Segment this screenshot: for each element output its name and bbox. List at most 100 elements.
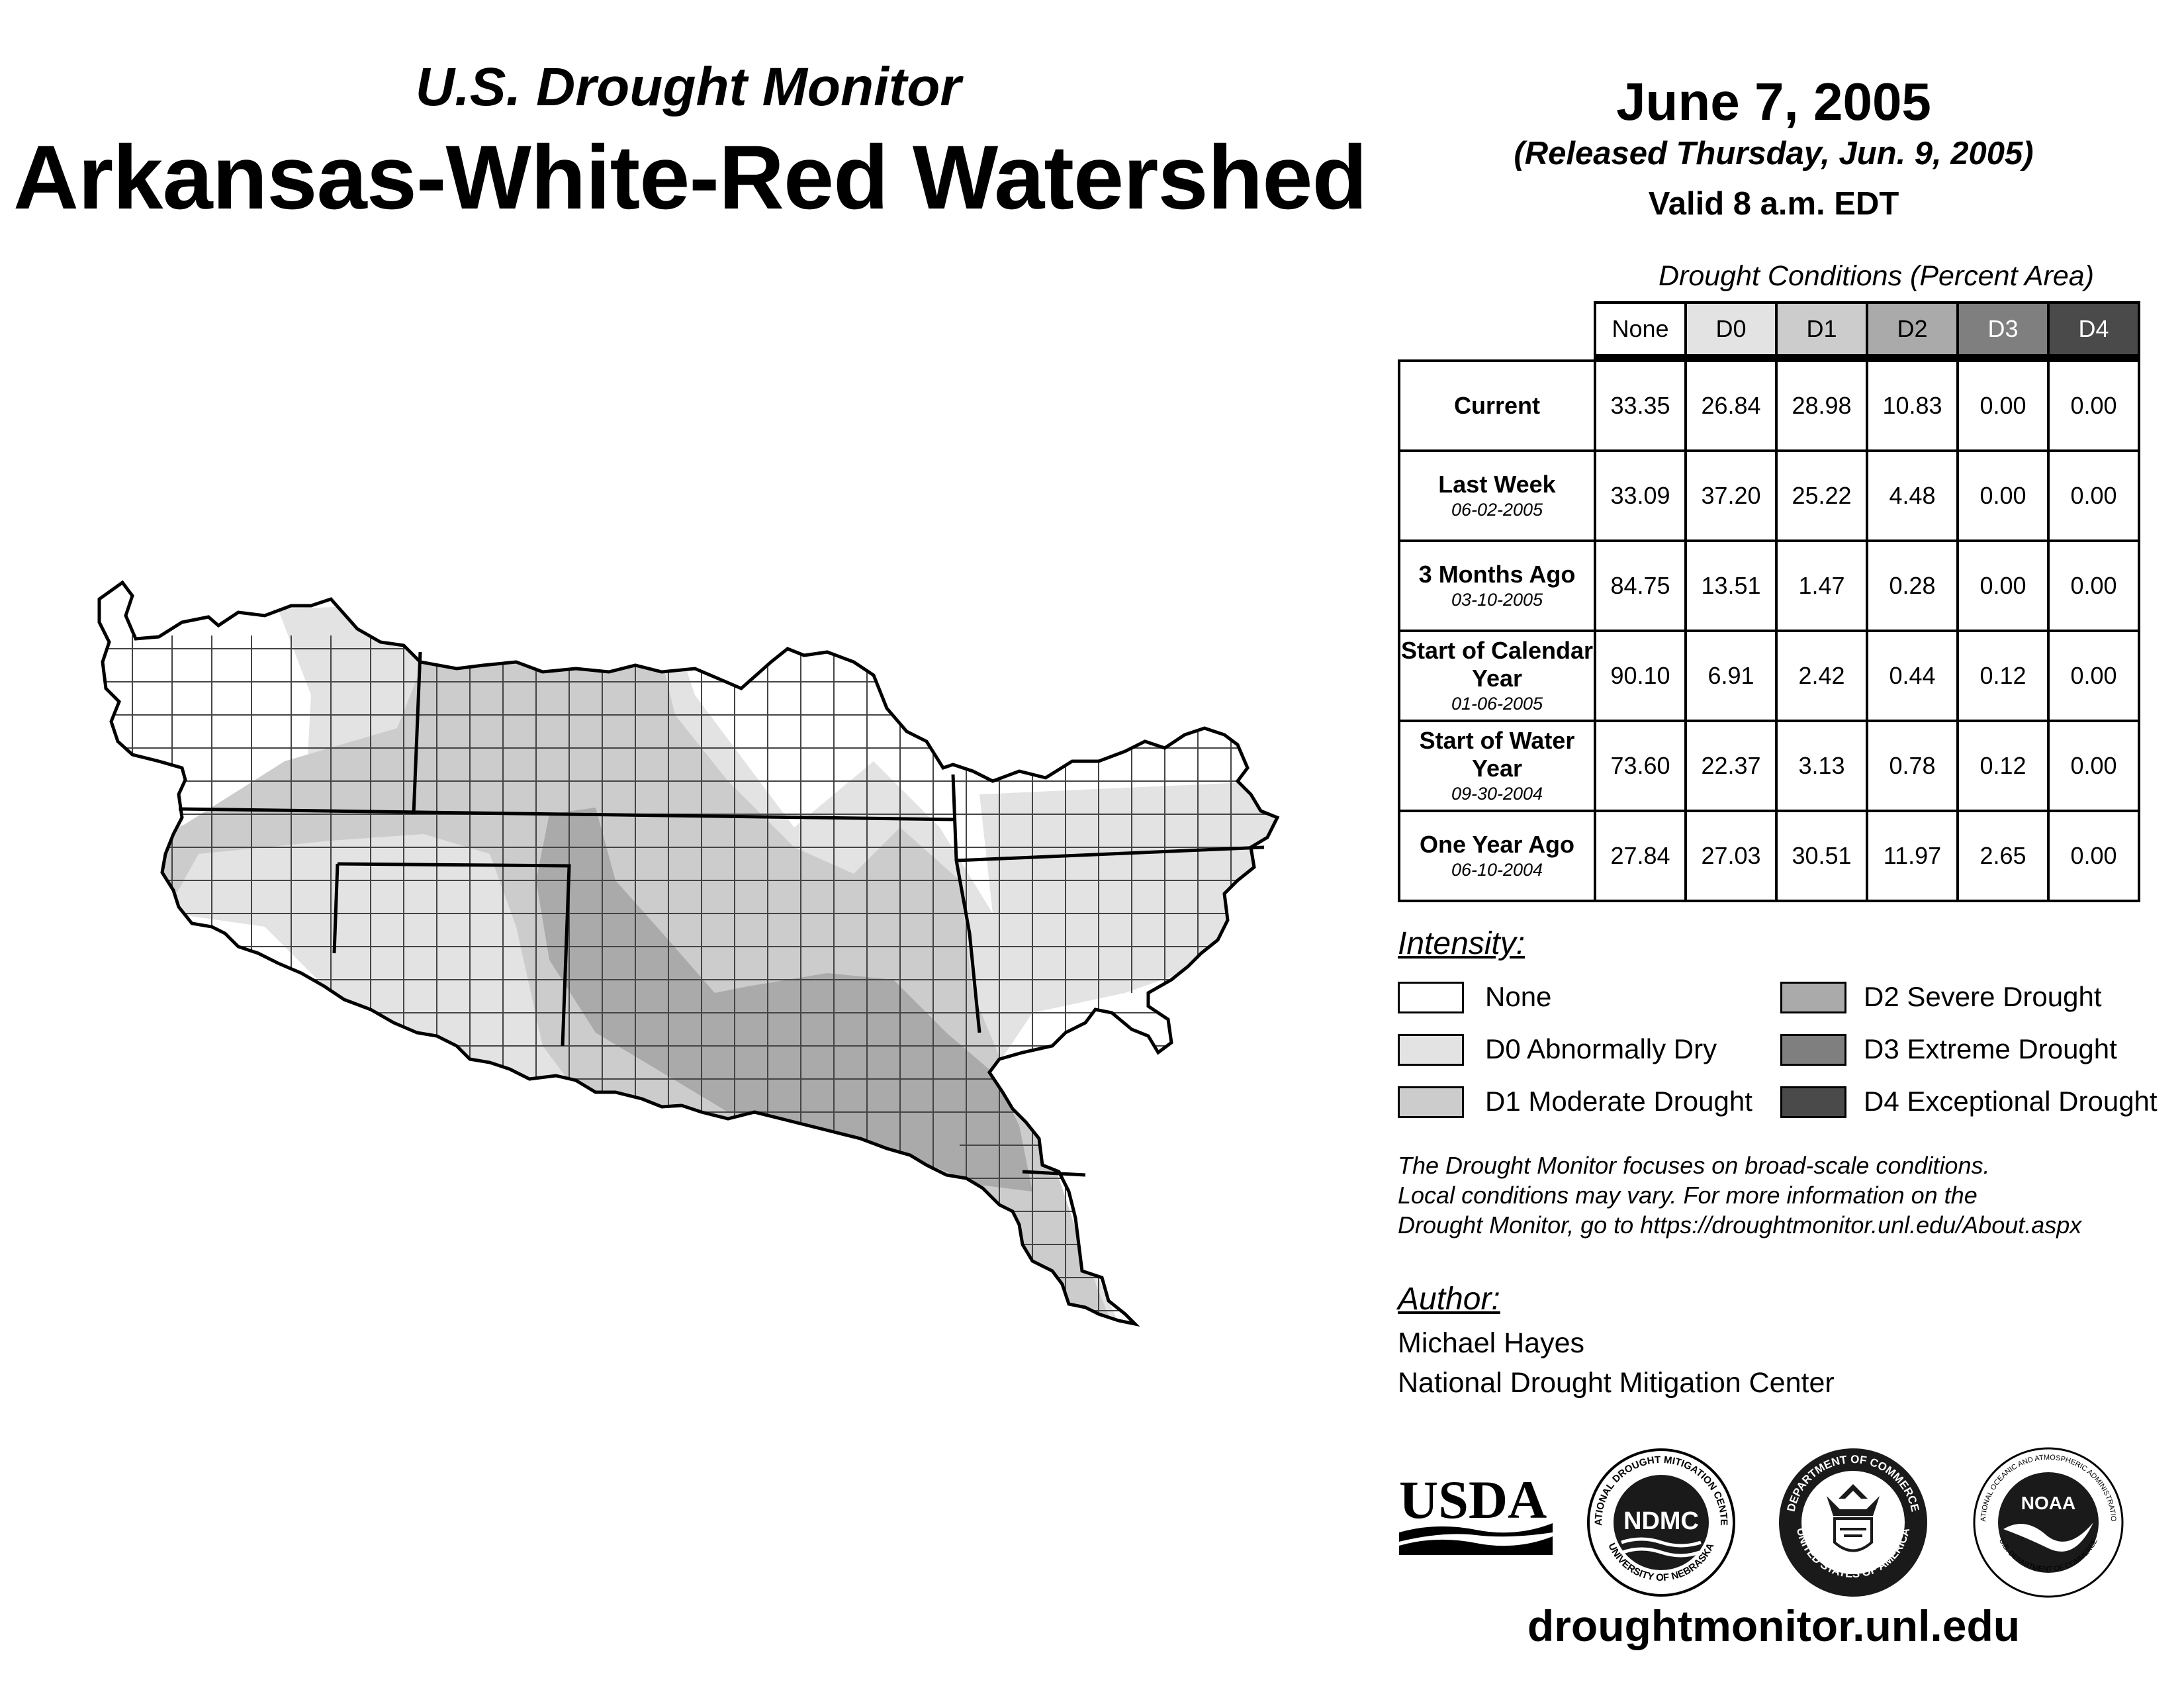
row-date: 06-02-2005 [1451,500,1543,520]
table-cell: 73.60 [1594,720,1687,812]
table-cell: 4.48 [1866,449,1959,542]
usda-logo-text: USDA [1399,1470,1547,1530]
co-ks-border [412,651,422,815]
ok-panhandle-border [337,862,571,1047]
table-cell: 0.12 [1956,720,2050,812]
legend-swatch-none [1398,982,1464,1013]
author-organization: National Drought Mitigation Center [1398,1367,1835,1399]
table-cell: 0.00 [2047,720,2140,812]
table-cell: 0.00 [1956,449,2050,542]
ar-la-border [1022,1170,1086,1177]
row-label: Current [1398,359,1596,452]
ks-mo-ok-border [951,774,981,1033]
map-title: Arkansas-White-Red Watershed [13,127,1367,228]
usda-logo: USDA [1399,1470,1553,1555]
legend-title: Intensity: [1398,926,1525,961]
ndmc-logo: NATIONAL DROUGHT MITIGATION CENTER UNIVE… [1582,1443,1735,1597]
row-label: One Year Ago 06-10-2004 [1398,810,1596,902]
table-cell: 84.75 [1594,539,1687,632]
table-cell: 22.37 [1684,720,1778,812]
table-cell: 30.51 [1775,810,1868,902]
row-date: 06-10-2004 [1451,860,1543,880]
legend-label-d4: D4 Exceptional Drought [1864,1086,2158,1117]
ks-southern-border [178,807,957,821]
row-label-text: 3 Months Ago [1418,561,1576,588]
table-cell: 0.00 [2047,630,2140,722]
table-cell: 0.12 [1956,630,2050,722]
table-row: Current 33.35 26.84 28.98 10.83 0.00 0.0… [1398,359,2140,452]
map-subtitle: U.S. Drought Monitor [415,57,962,117]
table-caption: Drought Conditions (Percent Area) [1658,260,2095,292]
row-label-text: Start of Calendar Year [1400,637,1594,692]
legend-label-d3: D3 Extreme Drought [1864,1033,2117,1064]
legend-swatch-d4 [1780,1086,1846,1118]
department-of-commerce-seal: DEPARTMENT OF COMMERCE UNITED STATES OF … [1779,1448,1927,1597]
state-boundaries [178,651,1265,1177]
table-row: Start of Calendar Year 01-06-2005 90.10 6… [1398,630,2140,722]
table-cell: 6.91 [1684,630,1778,722]
col-d0-header: D0 [1684,301,1778,358]
mo-ar-border [956,845,1265,863]
table-cell: 0.28 [1866,539,1959,632]
table-row: 3 Months Ago 03-10-2005 84.75 13.51 1.47 … [1398,539,2140,632]
table-cell: 0.00 [2047,359,2140,452]
row-label-text: Current [1453,392,1540,419]
col-none-header: None [1594,301,1687,358]
website-url[interactable]: droughtmonitor.unl.edu [1527,1601,2021,1650]
row-label: Start of Water Year 09-30-2004 [1398,720,1596,812]
table-row: One Year Ago 06-10-2004 27.84 27.03 30.51… [1398,810,2140,902]
author-name: Michael Hayes [1398,1327,1584,1359]
table-cell: 0.00 [2047,449,2140,542]
nm-border [332,863,340,954]
table-cell: 3.13 [1775,720,1868,812]
legend-label-d1: D1 Moderate Drought [1485,1086,1752,1117]
row-label-text: Start of Water Year [1419,727,1575,782]
table-cell: 0.44 [1866,630,1959,722]
table-cell: 2.65 [1956,810,2050,902]
table-cell: 1.47 [1775,539,1868,632]
legend-swatch-d0 [1398,1034,1464,1066]
table-cell: 37.20 [1684,449,1778,542]
legend-swatch-d1 [1398,1086,1464,1118]
legend-label-none: None [1485,981,1552,1012]
valid-time: Valid 8 a.m. EDT [1648,186,1899,222]
row-label-text: Last Week [1438,471,1556,498]
table-cell: 10.83 [1866,359,1959,452]
table-cell: 33.35 [1594,359,1687,452]
table-cell: 2.42 [1775,630,1868,722]
watershed-map [0,0,1377,1688]
table-cell: 11.97 [1866,810,1959,902]
noaa-logo-text: NOAA [2021,1493,2075,1513]
row-label: Last Week 06-02-2005 [1398,449,1596,542]
table-cell: 0.00 [1956,539,2050,632]
header-blank [1399,303,1595,357]
row-label: 3 Months Ago 03-10-2005 [1398,539,1596,632]
release-date: (Released Thursday, Jun. 9, 2005) [1514,136,2034,171]
row-label: Start of Calendar Year 01-06-2005 [1398,630,1596,722]
d2-region [536,808,1032,1192]
table-cell: 26.84 [1684,359,1778,452]
table-cell: 28.98 [1775,359,1868,452]
disclaimer-note: The Drought Monitor focuses on broad-sca… [1398,1150,2152,1240]
table-cell: 0.00 [2047,539,2140,632]
table-row: Start of Water Year 09-30-2004 73.60 22.3… [1398,720,2140,812]
row-label-text: One Year Ago [1419,831,1575,858]
table-header-row: None D0 D1 D2 D3 D4 [1399,301,2140,358]
row-date: 03-10-2005 [1451,590,1543,610]
ndmc-logo-text: NDMC [1623,1507,1699,1535]
table-cell: 27.84 [1594,810,1687,902]
table-cell: 13.51 [1684,539,1778,632]
col-d3-header: D3 [1956,301,2050,358]
row-date: 01-06-2005 [1451,694,1543,714]
note-line: Local conditions may vary. For more info… [1398,1182,1978,1209]
legend-swatch-d3 [1780,1034,1846,1066]
noaa-logo: NATIONAL OCEANIC AND ATMOSPHERIC ADMINIS… [1969,1443,2124,1598]
table-cell: 0.78 [1866,720,1959,812]
author-heading: Author: [1398,1282,1500,1317]
drought-stats-table: None D0 D1 D2 D3 D4 Current 33.35 26.84 … [1398,301,2140,902]
row-date: 09-30-2004 [1451,784,1543,804]
table-cell: 27.03 [1684,810,1778,902]
table-cell: 25.22 [1775,449,1868,542]
table-cell: 90.10 [1594,630,1687,722]
col-d4-header: D4 [2047,301,2140,358]
